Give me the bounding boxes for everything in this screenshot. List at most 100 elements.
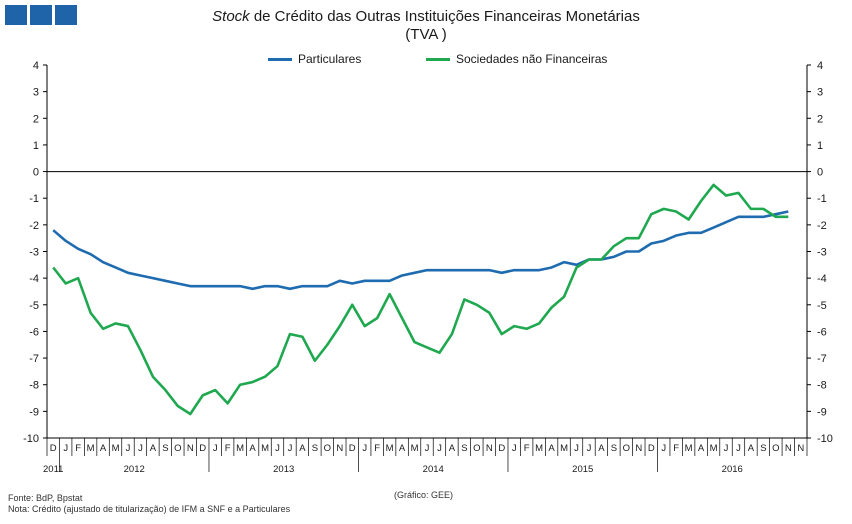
x-month-label: D bbox=[349, 443, 356, 454]
legend-label-snf: Sociedades não Financeiras bbox=[456, 52, 608, 66]
x-month-label: A bbox=[698, 443, 705, 454]
y-tick-label-left: -10 bbox=[23, 433, 39, 445]
x-year-label: 2013 bbox=[273, 464, 294, 475]
x-month-label: J bbox=[661, 443, 666, 454]
legend-swatch-particulares bbox=[268, 57, 292, 61]
y-tick-label-right: -6 bbox=[817, 326, 827, 338]
y-tick-label-right: -1 bbox=[817, 193, 827, 205]
y-tick-label-left: -8 bbox=[29, 380, 39, 392]
y-tick-label-left: 4 bbox=[33, 60, 39, 72]
footer-note: Nota: Crédito (ajustado de titularização… bbox=[8, 504, 291, 514]
x-month-label: A bbox=[399, 443, 406, 454]
x-month-label: O bbox=[174, 443, 181, 454]
y-tick-label-right: -9 bbox=[817, 406, 827, 418]
y-tick-label-left: 0 bbox=[33, 167, 39, 179]
chart-title: Stock de Crédito das Outras Instituições… bbox=[0, 8, 852, 44]
y-tick-label-left: -1 bbox=[29, 193, 39, 205]
y-tick-label-left: -5 bbox=[29, 300, 39, 312]
x-month-label: F bbox=[673, 443, 679, 454]
series-line-particulares bbox=[52, 210, 789, 291]
x-month-label: M bbox=[535, 443, 543, 454]
x-month-label: S bbox=[312, 443, 318, 454]
y-tick-label-right: 4 bbox=[817, 60, 823, 72]
x-month-label: A bbox=[598, 443, 605, 454]
x-month-label: J bbox=[574, 443, 579, 454]
x-month-label: M bbox=[386, 443, 394, 454]
footer-credit: (Gráfico: GEE) bbox=[394, 490, 454, 500]
y-tick-label-right: 1 bbox=[817, 140, 823, 152]
x-month-label: S bbox=[461, 443, 467, 454]
x-year-label: 2015 bbox=[572, 464, 593, 475]
x-month-label: J bbox=[736, 443, 741, 454]
x-month-label: A bbox=[150, 443, 157, 454]
y-tick-label-right: 2 bbox=[817, 113, 823, 125]
y-tick-label-right: -2 bbox=[817, 220, 827, 232]
series-line-snf bbox=[52, 183, 789, 416]
y-tick-label-left: 3 bbox=[33, 87, 39, 99]
chart-subtitle: (TVA ) bbox=[405, 26, 447, 43]
x-year-label: 2016 bbox=[722, 464, 743, 475]
x-month-label: A bbox=[548, 443, 555, 454]
x-month-label: N bbox=[635, 443, 642, 454]
x-month-label: N bbox=[797, 443, 804, 454]
title-rest: de Crédito das Outras Instituições Finan… bbox=[249, 8, 640, 25]
x-month-label: D bbox=[648, 443, 655, 454]
x-month-label: J bbox=[288, 443, 293, 454]
y-tick-label-left: -7 bbox=[29, 353, 39, 365]
legend-label-particulares: Particulares bbox=[298, 52, 362, 66]
x-month-label: N bbox=[785, 443, 792, 454]
legend-item-snf: Sociedades não Financeiras bbox=[426, 52, 607, 66]
x-month-label: O bbox=[623, 443, 630, 454]
x-month-label: F bbox=[524, 443, 530, 454]
y-tick-label-left: -9 bbox=[29, 406, 39, 418]
x-month-label: M bbox=[236, 443, 244, 454]
chart-legend: Particulares Sociedades não Financeiras bbox=[0, 52, 852, 68]
x-month-label: D bbox=[199, 443, 206, 454]
x-month-label: N bbox=[486, 443, 493, 454]
x-month-label: F bbox=[225, 443, 231, 454]
y-tick-label-right: 0 bbox=[817, 167, 823, 179]
x-year-label: 2011 bbox=[43, 464, 63, 475]
x-month-label: O bbox=[324, 443, 331, 454]
y-tick-label-left: 2 bbox=[33, 113, 39, 125]
x-month-label: S bbox=[162, 443, 168, 454]
y-tick-label-right: -10 bbox=[817, 433, 833, 445]
x-month-label: M bbox=[710, 443, 718, 454]
x-month-label: J bbox=[425, 443, 430, 454]
x-month-label: J bbox=[724, 443, 729, 454]
x-month-label: D bbox=[50, 443, 57, 454]
x-month-label: O bbox=[473, 443, 480, 454]
title-italic: Stock bbox=[212, 8, 250, 25]
x-month-label: M bbox=[411, 443, 419, 454]
y-tick-label-left: 1 bbox=[33, 140, 39, 152]
x-month-label: M bbox=[560, 443, 568, 454]
y-tick-label-left: -3 bbox=[29, 247, 39, 259]
y-tick-label-left: -2 bbox=[29, 220, 39, 232]
y-tick-label-left: -6 bbox=[29, 326, 39, 338]
x-month-label: J bbox=[275, 443, 280, 454]
x-month-label: A bbox=[299, 443, 306, 454]
y-tick-label-left: -4 bbox=[29, 273, 39, 285]
x-month-label: F bbox=[374, 443, 380, 454]
y-tick-label-right: -7 bbox=[817, 353, 827, 365]
footer-source: Fonte: BdP, Bpstat bbox=[8, 493, 83, 503]
x-month-label: A bbox=[100, 443, 107, 454]
x-month-label: S bbox=[760, 443, 766, 454]
x-month-label: M bbox=[685, 443, 693, 454]
y-tick-label-right: -3 bbox=[817, 247, 827, 259]
x-month-label: J bbox=[138, 443, 143, 454]
y-tick-label-right: -5 bbox=[817, 300, 827, 312]
x-month-label: J bbox=[362, 443, 367, 454]
y-tick-label-right: -4 bbox=[817, 273, 827, 285]
x-month-label: M bbox=[87, 443, 95, 454]
x-month-label: N bbox=[187, 443, 194, 454]
x-month-label: J bbox=[512, 443, 517, 454]
x-month-label: J bbox=[126, 443, 131, 454]
x-month-label: J bbox=[63, 443, 68, 454]
x-month-label: J bbox=[213, 443, 218, 454]
x-year-label: 2014 bbox=[423, 464, 444, 475]
x-month-label: M bbox=[112, 443, 120, 454]
x-month-label: A bbox=[249, 443, 256, 454]
x-month-label: J bbox=[587, 443, 592, 454]
